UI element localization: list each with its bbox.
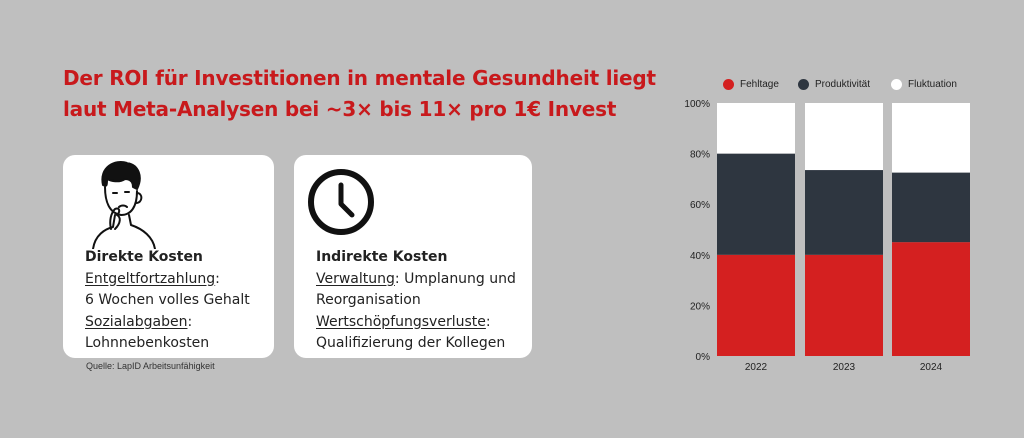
direct-costs-card: Direkte Kosten Entgeltfortzahlung: 6 Woc…: [63, 155, 274, 358]
headline-line-1: Der ROI für Investitionen in mentale Ges…: [63, 66, 656, 90]
item-label: Sozialabgaben: [85, 313, 188, 330]
item-label: Wertschöpfungsverluste: [316, 313, 486, 330]
legend-swatch: [798, 79, 809, 90]
item-value: Qualifizierung der Kollegen: [316, 335, 506, 351]
legend-item-fluktuation: Fluktuation: [891, 79, 957, 90]
headline: Der ROI für Investitionen in mentale Ges…: [63, 63, 663, 125]
legend-swatch: [891, 79, 902, 90]
bar-segment-produktivität-2022: [717, 153, 795, 255]
card-title: Direkte Kosten: [85, 249, 203, 265]
item-value: 6 Wochen volles Gehalt: [85, 292, 250, 308]
y-tick-label: 80%: [690, 150, 710, 161]
legend-label: Fehltage: [740, 79, 779, 90]
legend-label: Produktivität: [815, 79, 871, 90]
y-tick-label: 0%: [696, 352, 711, 363]
source-note: Quelle: LapID Arbeitsunfähigkeit: [86, 361, 215, 371]
bar-segment-fluktuation-2023: [805, 103, 883, 171]
bar-segment-fluktuation-2024: [892, 103, 970, 173]
stacked-bar-chart: 0% 20% 40% 60% 80% 100% 2022 2023 2024: [684, 99, 970, 373]
legend-item-produktivitaet: Produktivität: [798, 79, 870, 90]
indirect-costs-card: Indirekte Kosten Verwaltung: Umplanung u…: [294, 155, 532, 358]
item-label: Entgeltfortzahlung: [85, 270, 216, 287]
headline-line-2: laut Meta-Analysen bei ~3× bis 11× pro 1…: [63, 97, 617, 121]
x-tick-label: 2023: [833, 362, 856, 373]
bar-segment-fehltage-2022: [717, 254, 795, 356]
item-value: Reorganisation: [316, 292, 421, 308]
item-label: Verwaltung: [316, 270, 395, 287]
y-tick-label: 60%: [690, 200, 710, 211]
legend-item-fehltage: Fehltage: [723, 79, 779, 90]
bar-segment-produktivität-2023: [805, 170, 883, 255]
legend-label: Fluktuation: [908, 79, 957, 90]
item-separator: :: [215, 270, 220, 287]
x-tick-label: 2022: [745, 362, 768, 373]
y-tick-label: 20%: [690, 301, 710, 312]
y-tick-label: 40%: [690, 251, 710, 262]
y-tick-label: 100%: [684, 99, 710, 110]
indirect-costs-text: Indirekte Kosten Verwaltung: Umplanung u…: [316, 247, 516, 355]
bar-segment-fehltage-2024: [892, 242, 970, 356]
item-separator: :: [187, 313, 193, 330]
bar-segment-fehltage-2023: [805, 254, 883, 356]
bar-segment-fluktuation-2022: [717, 103, 795, 154]
direct-costs-text: Direkte Kosten Entgeltfortzahlung: 6 Woc…: [85, 247, 250, 355]
thinking-person-icon: [92, 161, 156, 249]
card-title: Indirekte Kosten: [316, 249, 448, 265]
item-separator: : Umplanung und: [394, 270, 516, 287]
legend-swatch: [723, 79, 734, 90]
item-separator: :: [485, 313, 491, 330]
bar-segment-produktivität-2024: [892, 172, 970, 243]
clock-icon: [308, 169, 374, 235]
x-tick-label: 2024: [920, 362, 943, 373]
item-value: Lohnnebenkosten: [85, 335, 210, 351]
